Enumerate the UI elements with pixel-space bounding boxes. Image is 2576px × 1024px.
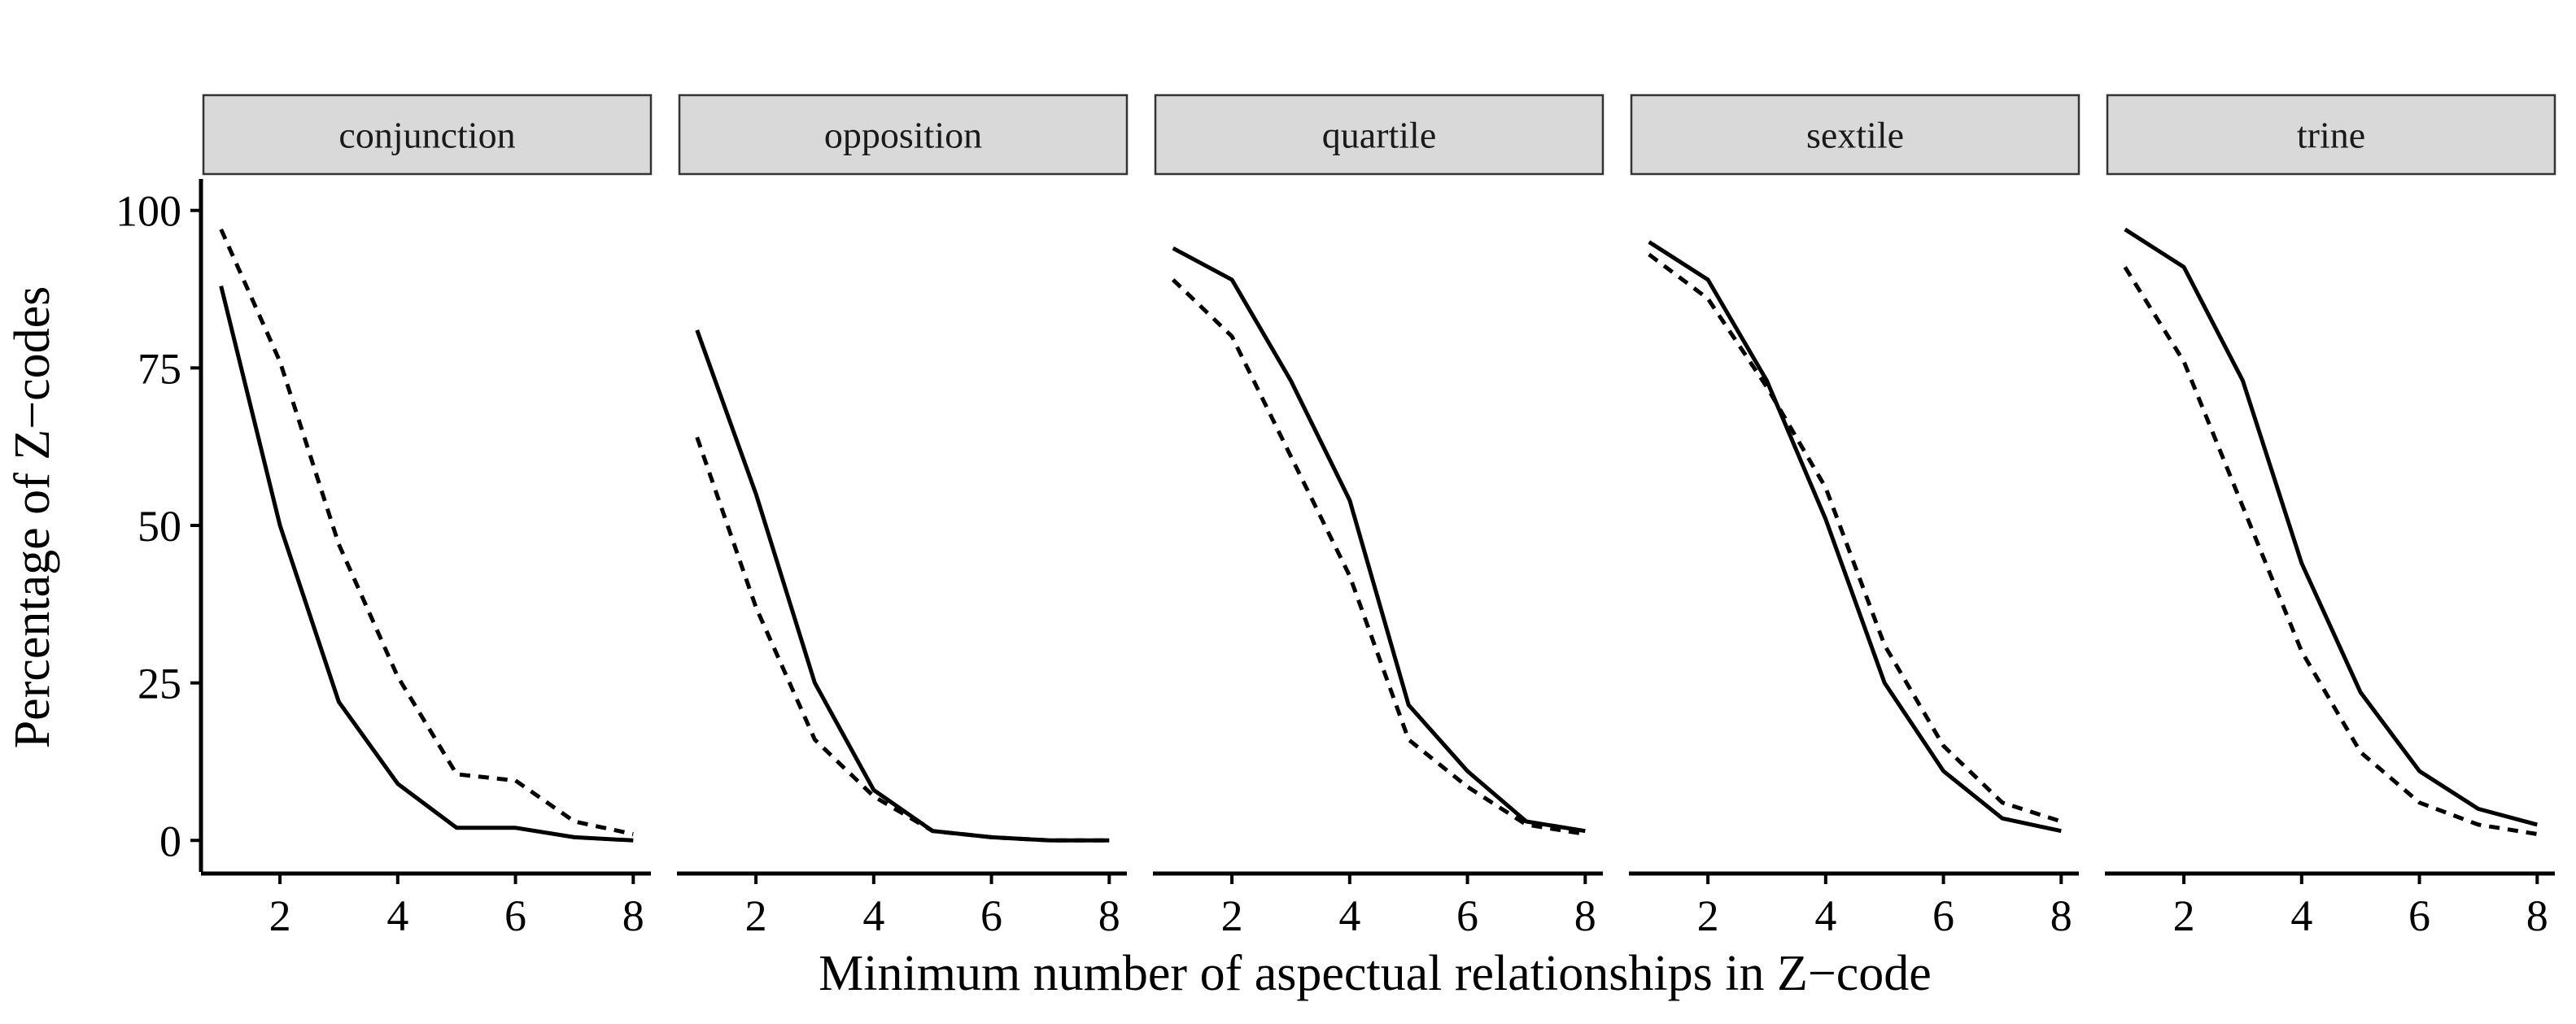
x-tick-label: 8 — [622, 891, 644, 940]
series-line-dashed — [1648, 252, 2063, 824]
x-tick-label: 2 — [1697, 891, 1719, 940]
x-tick-label: 6 — [2408, 891, 2430, 940]
facet-panel-trine: trine 2 4 6 8 — [2105, 94, 2556, 940]
x-tick-label: 8 — [2526, 891, 2548, 940]
series-line-solid — [2124, 227, 2538, 827]
x-tick-label: 6 — [1932, 891, 1954, 940]
x-tick-label: 8 — [1574, 891, 1596, 940]
facet-panel-opposition: opposition 2 4 6 8 — [677, 94, 1129, 940]
y-tick-label: 100 — [116, 187, 181, 236]
x-axis-title: Minimum number of aspectual relationship… — [819, 946, 1932, 1001]
series-line-dashed — [219, 228, 634, 836]
series-line-solid — [219, 285, 634, 843]
series-line-dashed — [1171, 278, 1586, 836]
x-tick-label: 6 — [504, 891, 526, 940]
facet-panels: conjunction 2 4 6 8 opposition 2 4 6 8 quartile 2 4 6… — [201, 94, 2556, 940]
x-tick-label: 6 — [980, 891, 1002, 940]
x-tick-label: 8 — [2050, 891, 2072, 940]
y-axis-title: Percentage of Z−codes — [5, 286, 60, 749]
x-tick-label: 4 — [862, 891, 884, 940]
x-tick-label: 4 — [1814, 891, 1836, 940]
x-tick-label: 4 — [1338, 891, 1360, 940]
x-tick-label: 4 — [2290, 891, 2312, 940]
y-tick-label: 0 — [159, 817, 181, 865]
facet-strip-label: opposition — [824, 115, 982, 156]
facet-strip — [1154, 94, 1605, 176]
y-tick-label: 75 — [138, 344, 181, 393]
series-line-solid — [1648, 240, 2062, 834]
series-line-solid — [1172, 246, 1586, 834]
facet-panel-sextile: sextile 2 4 6 8 — [1629, 94, 2080, 940]
series-line-dashed — [695, 436, 1110, 843]
facet-strip — [2106, 94, 2556, 176]
y-tick-label: 50 — [138, 502, 181, 551]
x-tick-label: 8 — [1098, 891, 1120, 940]
facet-panel-quartile: quartile 2 4 6 8 — [1153, 94, 1605, 940]
facet-strip-label: conjunction — [338, 115, 515, 156]
facet-strip-label: quartile — [1322, 115, 1437, 156]
x-tick-label: 2 — [745, 891, 767, 940]
facet-panel-conjunction: conjunction 2 4 6 8 — [201, 94, 653, 940]
facet-strip — [202, 94, 653, 176]
x-tick-label: 6 — [1456, 891, 1478, 940]
x-tick-label: 2 — [1221, 891, 1243, 940]
series-line-dashed — [2123, 266, 2538, 836]
facet-strip — [1630, 94, 2080, 176]
x-tick-label: 4 — [386, 891, 408, 940]
facet-strip-label: sextile — [1806, 115, 1904, 156]
x-tick-label: 2 — [2173, 891, 2195, 940]
facet-strip — [678, 94, 1129, 176]
series-line-solid — [695, 329, 1110, 843]
y-tick-label: 25 — [138, 660, 181, 708]
x-tick-label: 2 — [269, 891, 291, 940]
facet-strip-label: trine — [2297, 115, 2365, 156]
y-axis: 0 25 50 75 100 — [116, 179, 203, 872]
